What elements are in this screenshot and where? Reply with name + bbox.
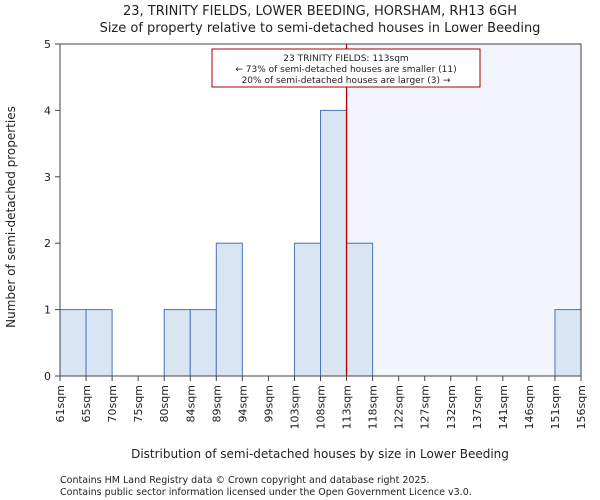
chart-title: 23, TRINITY FIELDS, LOWER BEEDING, HORSH… bbox=[123, 4, 517, 19]
chart-subtitle: Size of property relative to semi-detach… bbox=[100, 21, 541, 36]
x-tick-label: 61sqm bbox=[54, 385, 67, 422]
x-tick-label: 65sqm bbox=[80, 385, 93, 422]
x-tick-label: 113sqm bbox=[341, 385, 354, 429]
x-tick-label: 75sqm bbox=[132, 385, 145, 422]
annotation-smaller: ← 73% of semi-detached houses are smalle… bbox=[235, 65, 456, 75]
footer-licence: Contains public sector information licen… bbox=[60, 487, 472, 498]
footer-copyright: Contains HM Land Registry data © Crown c… bbox=[60, 475, 430, 486]
y-axis-label: Number of semi-detached properties bbox=[4, 106, 18, 328]
y-tick-label: 1 bbox=[44, 304, 51, 317]
y-tick-label: 0 bbox=[44, 370, 51, 383]
bar-89sqm bbox=[215, 242, 243, 377]
bar-84sqm bbox=[189, 309, 217, 377]
x-tick-label: 84sqm bbox=[184, 385, 197, 422]
x-tick-label: 137sqm bbox=[471, 385, 484, 429]
x-tick-label: 132sqm bbox=[445, 385, 458, 429]
annotation-box: 23 TRINITY FIELDS: 113sqm ← 73% of semi-… bbox=[211, 48, 481, 88]
bar-108sqm bbox=[320, 109, 348, 377]
bar-80sqm bbox=[163, 309, 191, 377]
annotation-title: 23 TRINITY FIELDS: 113sqm bbox=[283, 54, 408, 64]
x-tick-label: 94sqm bbox=[236, 385, 249, 422]
x-tick-label: 108sqm bbox=[315, 385, 328, 429]
x-tick-label: 99sqm bbox=[262, 385, 275, 422]
x-tick-label: 89sqm bbox=[210, 385, 223, 422]
y-tick-label: 3 bbox=[44, 171, 51, 184]
bar-103sqm bbox=[293, 242, 322, 377]
x-tick-label: 80sqm bbox=[158, 385, 171, 422]
bar-113sqm bbox=[346, 242, 374, 377]
x-tick-label: 146sqm bbox=[523, 385, 536, 429]
x-tick-label: 70sqm bbox=[106, 385, 119, 422]
x-tick-label: 156sqm bbox=[575, 385, 588, 429]
y-tick-label: 5 bbox=[44, 38, 51, 51]
bar-151sqm bbox=[554, 309, 582, 377]
bar-65sqm bbox=[85, 309, 113, 377]
x-tick-label: 151sqm bbox=[549, 385, 562, 429]
x-tick-label: 127sqm bbox=[419, 385, 432, 429]
y-tick-label: 4 bbox=[44, 104, 51, 117]
x-tick-label: 118sqm bbox=[367, 385, 380, 429]
x-tick-label: 122sqm bbox=[393, 385, 406, 429]
annotation-larger: 20% of semi-detached houses are larger (… bbox=[242, 76, 451, 86]
highlight-region bbox=[346, 44, 581, 376]
x-tick-label: 141sqm bbox=[497, 385, 510, 429]
x-axis-label: Distribution of semi-detached houses by … bbox=[131, 447, 509, 461]
x-tick-label: 103sqm bbox=[288, 385, 301, 429]
bar-61sqm bbox=[59, 309, 87, 377]
y-tick-label: 2 bbox=[44, 237, 51, 250]
